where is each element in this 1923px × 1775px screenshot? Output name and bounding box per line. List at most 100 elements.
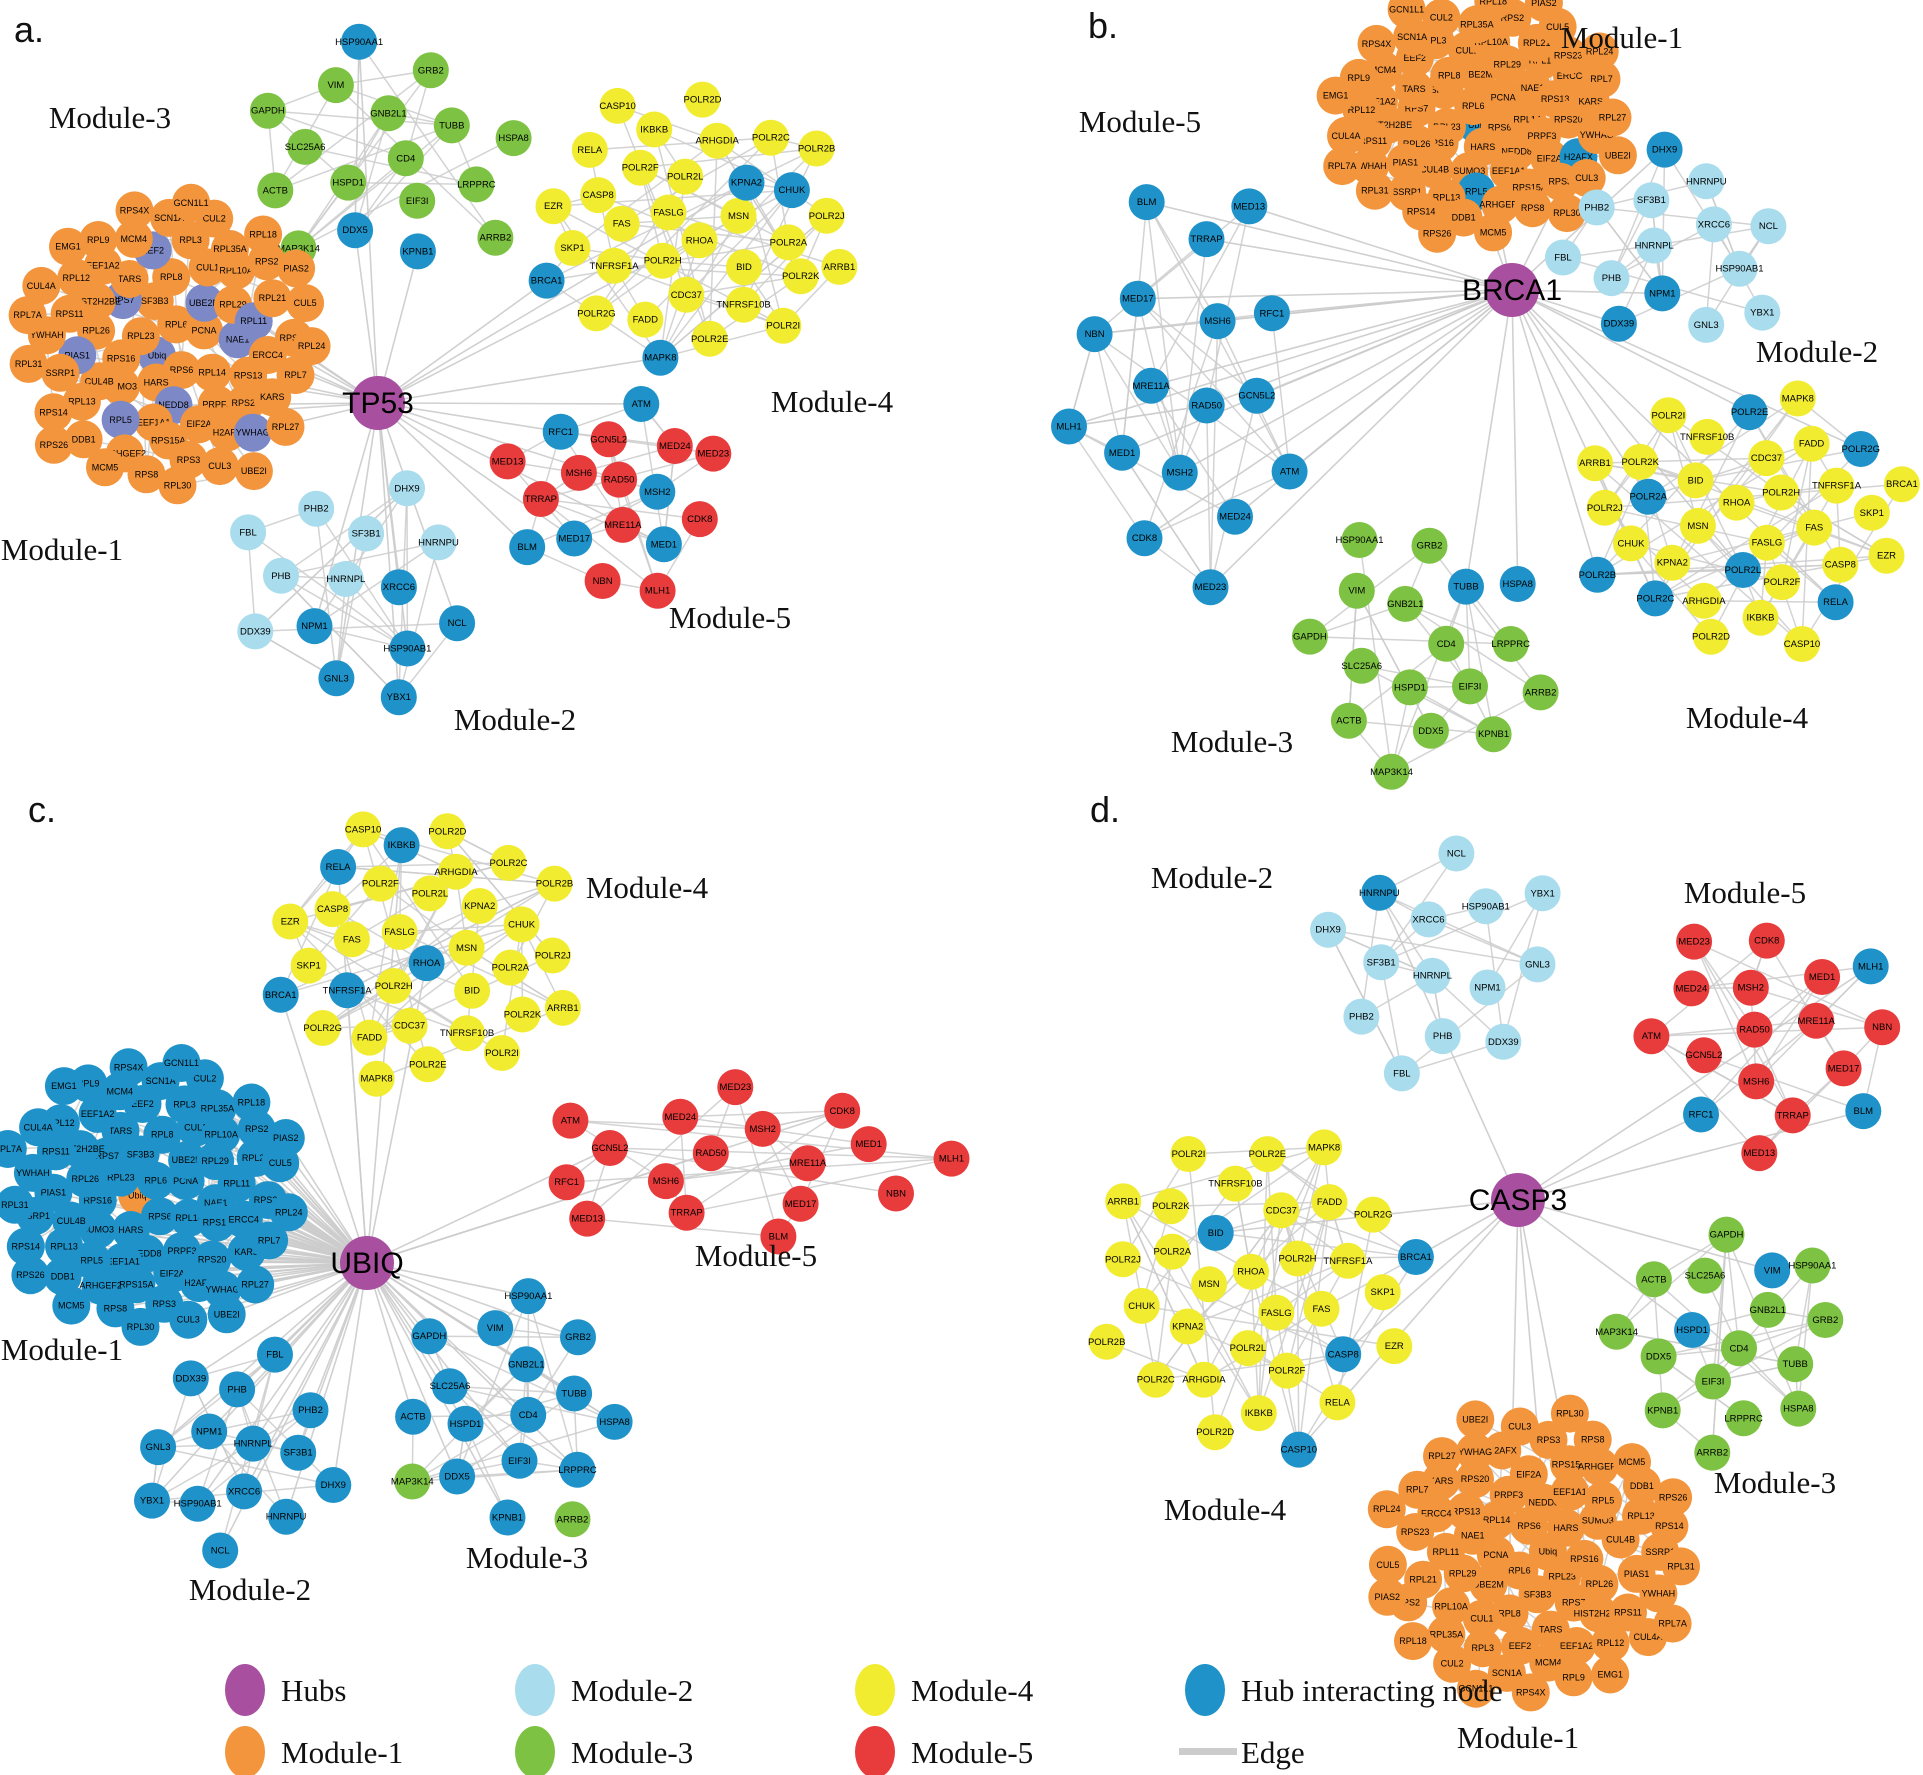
node-VIM[interactable] [477, 1310, 514, 1347]
node-FADD[interactable] [1311, 1184, 1348, 1221]
node-SF3B1[interactable] [348, 515, 385, 552]
node-RPS26[interactable] [1418, 214, 1457, 253]
node-BID[interactable] [726, 249, 762, 286]
node-POLR2B[interactable] [798, 130, 835, 167]
node-ARRB2[interactable] [554, 1501, 591, 1538]
node-CD4[interactable] [387, 140, 424, 177]
node-POLR2J[interactable] [1104, 1241, 1141, 1278]
node-CASP10[interactable] [345, 811, 382, 848]
node-GCN1L1[interactable] [1387, 0, 1426, 29]
node-IKBKB[interactable] [383, 827, 420, 864]
node-GNB2L1[interactable] [1387, 585, 1424, 622]
node-CASP10[interactable] [1784, 626, 1820, 662]
node-FBL[interactable] [1545, 239, 1581, 276]
node-GCN5L2[interactable] [1238, 377, 1275, 414]
node-ARRB1[interactable] [544, 989, 581, 1026]
node-CUL4A[interactable] [22, 266, 61, 305]
node-MED1[interactable] [1804, 959, 1841, 995]
node-POLR2B[interactable] [536, 865, 573, 902]
node-CDK8[interactable] [1748, 922, 1785, 959]
node-RPS26[interactable] [11, 1256, 50, 1295]
node-MCM5[interactable] [52, 1286, 91, 1325]
node-HNRNPU[interactable] [268, 1498, 305, 1535]
node-RELA[interactable] [1817, 584, 1854, 621]
node-RPL18[interactable] [1474, 0, 1513, 21]
node-EEF1A1[interactable] [1550, 1472, 1589, 1511]
node-MED17[interactable] [782, 1185, 819, 1222]
node-HNRNPU[interactable] [420, 524, 457, 561]
node-EIF3I[interactable] [501, 1442, 538, 1479]
node-RPL7A[interactable] [8, 296, 47, 335]
node-POLR2I[interactable] [484, 1035, 520, 1071]
node-CASP10[interactable] [599, 87, 636, 124]
node-RPL6[interactable] [1454, 87, 1493, 126]
node-SF3B1[interactable] [280, 1434, 317, 1471]
node-MLH1[interactable] [1051, 408, 1087, 445]
node-HARS[interactable] [1546, 1508, 1585, 1547]
node-KPNB1[interactable] [489, 1499, 526, 1536]
node-TRRAP[interactable] [1774, 1097, 1811, 1134]
node-MSH6[interactable] [1738, 1063, 1775, 1100]
node-LRPPRC[interactable] [458, 166, 495, 203]
node-TRRAP[interactable] [522, 481, 559, 517]
node-POLR2G[interactable] [1842, 431, 1879, 467]
node-FASLG[interactable] [1748, 524, 1785, 561]
node-MED1[interactable] [1104, 434, 1141, 471]
node-RPL7A[interactable] [1323, 147, 1362, 186]
node-RPS23[interactable] [1396, 1513, 1435, 1551]
node-POLR2I[interactable] [1650, 397, 1687, 434]
node-PHB2[interactable] [298, 490, 335, 527]
node-POLR2J[interactable] [808, 197, 845, 234]
node-POLR2L[interactable] [667, 158, 704, 195]
node-RPL35A[interactable] [211, 230, 249, 268]
node-FAS[interactable] [603, 205, 640, 242]
node-MED13[interactable] [1231, 188, 1268, 225]
node-POLR2G[interactable] [578, 295, 615, 332]
node-RHOA[interactable] [408, 945, 445, 982]
node-PIAS1[interactable] [1386, 143, 1425, 182]
node-GCN1L1[interactable] [172, 183, 211, 222]
node-CUL4A[interactable] [19, 1108, 58, 1147]
node-GRB2[interactable] [1807, 1302, 1844, 1338]
node-RFC1[interactable] [548, 1164, 585, 1201]
node-RAD50[interactable] [1736, 1011, 1773, 1048]
node-ATM[interactable] [623, 386, 660, 422]
node-RPS20[interactable] [1456, 1460, 1494, 1499]
node-RPL9[interactable] [1554, 1658, 1593, 1697]
node-ARRB2[interactable] [1522, 674, 1559, 711]
node-MCM5[interactable] [86, 448, 124, 487]
node-FASLG[interactable] [381, 914, 418, 950]
node-HSP90AB1[interactable] [1721, 250, 1758, 287]
node-RPL18[interactable] [244, 215, 283, 254]
node-MED1[interactable] [850, 1126, 887, 1163]
node-POLR2F[interactable] [1268, 1352, 1305, 1389]
node-IKBKB[interactable] [1240, 1395, 1277, 1432]
node-MAPK8[interactable] [1779, 380, 1816, 417]
node-POLR2K[interactable] [1622, 443, 1659, 480]
node-CD4[interactable] [1428, 625, 1465, 662]
node-TNFRSF10B[interactable] [449, 1015, 485, 1052]
node-POLR2E[interactable] [691, 320, 728, 357]
node-POLR2A[interactable] [492, 949, 529, 986]
node-POLR2I[interactable] [765, 307, 802, 344]
node-CUL5[interactable] [286, 284, 325, 323]
node-POLR2G[interactable] [1355, 1196, 1392, 1233]
node-POLR2H[interactable] [1279, 1240, 1316, 1277]
node-CDK8[interactable] [681, 501, 718, 538]
node-CUL2[interactable] [1433, 1644, 1472, 1683]
node-IKBKB[interactable] [1742, 599, 1779, 636]
node-FAS[interactable] [1796, 509, 1833, 546]
node-RPL7[interactable] [276, 356, 315, 395]
node-RPL18[interactable] [232, 1083, 271, 1122]
node-POLR2J[interactable] [1586, 489, 1623, 526]
node-HSP90AA1[interactable] [510, 1278, 547, 1315]
node-KPNB1[interactable] [1475, 716, 1512, 753]
node-MLH1[interactable] [1852, 948, 1889, 985]
node-POLR2E[interactable] [409, 1046, 446, 1083]
node-POLR2I[interactable] [1170, 1136, 1207, 1172]
node-RPL7[interactable] [1582, 60, 1621, 99]
node-CD4[interactable] [1721, 1330, 1757, 1367]
node-SF3B3[interactable] [1518, 1575, 1557, 1614]
node-FASLG[interactable] [1258, 1294, 1295, 1331]
node-ACTB[interactable] [1635, 1261, 1672, 1298]
